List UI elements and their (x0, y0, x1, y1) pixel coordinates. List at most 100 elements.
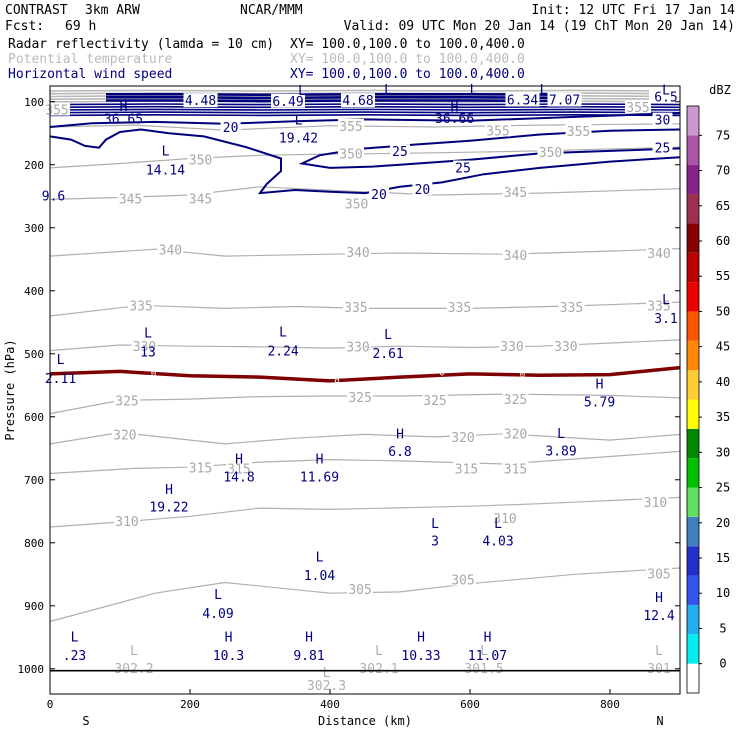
theta-label: 310 (644, 496, 667, 511)
extremum-marker: L (316, 550, 324, 565)
theta-label: 315 (504, 463, 527, 478)
south-label: S (82, 714, 89, 728)
jet-label-bg (271, 93, 305, 108)
field-2-name: Potential temperature (8, 52, 173, 67)
theta-label: 340 (159, 243, 182, 258)
extremum-marker: H (165, 483, 173, 498)
extremum-value: 14.8 (223, 470, 254, 485)
wind-label: 20 (223, 121, 239, 136)
theta-label: 345 (504, 186, 527, 201)
theta-extremum-marker: L (655, 644, 663, 659)
jet-core-0 (106, 92, 576, 97)
zero-contour-line (49, 365, 681, 383)
theta-label: 330 (554, 340, 577, 355)
colorbar-swatch (687, 604, 699, 635)
zero-label: 0 (151, 369, 156, 379)
wind-label: 25 (455, 162, 471, 177)
theta-label: 325 (348, 391, 371, 406)
y-tick-label: 100 (24, 96, 44, 109)
theta-label: 340 (504, 249, 527, 264)
theta-label-bg (502, 248, 529, 262)
theta-label-bg (157, 242, 184, 256)
theta-extremum-value: 301.5 (464, 662, 503, 677)
wind-contour-20 (49, 128, 681, 195)
extremum-marker: H (316, 453, 324, 468)
colorbar-label: 60 (716, 234, 730, 248)
theta-label: 355 (567, 125, 590, 140)
jet-label: 4.68 (342, 94, 373, 109)
colorbar-swatch (687, 546, 699, 576)
extremum-value: 5.79 (584, 395, 615, 410)
zero-reflectivity-contour (49, 365, 681, 383)
theta-label-bg (187, 460, 214, 474)
extremum-value: 2.11 (45, 372, 76, 387)
wind-contour-30 (49, 112, 681, 128)
field-3-xy: XY= 100.0,100.0 to 100.0,400.0 (290, 67, 525, 82)
theta-extremum-marker: L (130, 644, 138, 659)
wind-label: 25 (392, 145, 408, 160)
theta-label: 330 (133, 340, 156, 355)
field-1-name: Radar reflectivity (lamda = 10 cm) (8, 37, 274, 52)
extremum-value: 2.24 (267, 344, 298, 359)
theta-label: 320 (113, 429, 136, 444)
colorbar-swatch (687, 223, 699, 253)
colorbar-swatch (687, 106, 699, 136)
extremum-marker: H (596, 378, 604, 393)
colorbar-label: 20 (716, 516, 730, 530)
theta-label-bg (187, 152, 214, 166)
theta-line-320 (49, 431, 681, 445)
colorbar-swatch (687, 194, 699, 224)
theta-label: 310 (493, 512, 516, 527)
field-2-xy: XY= 100.0,100.0 to 100.0,400.0 (290, 52, 525, 67)
theta-line-315 (49, 450, 681, 475)
theta-label: 315 (455, 463, 478, 478)
theta-label: 305 (348, 583, 371, 598)
theta-label: 330 (346, 340, 369, 355)
wind-label-bg (652, 112, 673, 126)
wind-label-bg (390, 144, 410, 158)
wind-label-bg (412, 181, 433, 195)
theta-label-bg (128, 298, 154, 312)
theta-line-355 (49, 123, 681, 131)
theta-label-bg (453, 461, 480, 475)
colorbar-swatch (687, 340, 699, 371)
extremum-marker: L (279, 325, 287, 340)
extremum-marker: L (57, 353, 65, 368)
x-axis-title: Distance (km) (318, 714, 412, 728)
theta-label-bg (565, 123, 592, 137)
wind-label-bg (453, 160, 473, 174)
theta-label: 310 (115, 515, 138, 530)
colorbar-swatch (687, 135, 699, 165)
y-tick-label: 300 (24, 222, 44, 235)
theta-label-bg (450, 572, 476, 586)
colorbar-label: 5 (719, 621, 726, 635)
north-label: N (656, 714, 663, 728)
theta-label-bg (646, 246, 672, 260)
extremum-marker: H (120, 100, 128, 115)
field-1-xy: XY= 100.0,100.0 to 100.0,400.0 (290, 37, 525, 52)
extremum-marker: L (71, 630, 79, 645)
x-axis: 0 200 400 600 800 (47, 689, 620, 711)
jet-label: 6.49 (272, 95, 303, 110)
theta-extremum-marker: L (323, 666, 331, 681)
theta-label-bg (111, 427, 138, 441)
jet-label-bg (505, 92, 540, 107)
wind-label-bg (652, 140, 673, 154)
colorbar-label: 35 (716, 410, 730, 424)
theta-label: 325 (115, 395, 138, 410)
colorbar-label: 10 (716, 586, 730, 600)
jet-extremum-marker: L (384, 83, 392, 98)
field-3-name: Horizontal wind speed (8, 67, 172, 82)
zero-label: 0 (520, 371, 525, 381)
theta-label: 335 (129, 300, 152, 315)
extremum-marker: H (451, 100, 459, 115)
plot-frame (49, 85, 681, 695)
extremum-marker: H (655, 591, 663, 606)
theta-label-bg (502, 461, 529, 475)
jet-core-2 (106, 99, 576, 103)
jet-contour-0 (49, 89, 681, 92)
theta-label: 305 (451, 574, 474, 589)
theta-label-bg (502, 391, 529, 405)
y-tick-label: 900 (24, 600, 44, 613)
theta-label-bg (492, 510, 518, 524)
